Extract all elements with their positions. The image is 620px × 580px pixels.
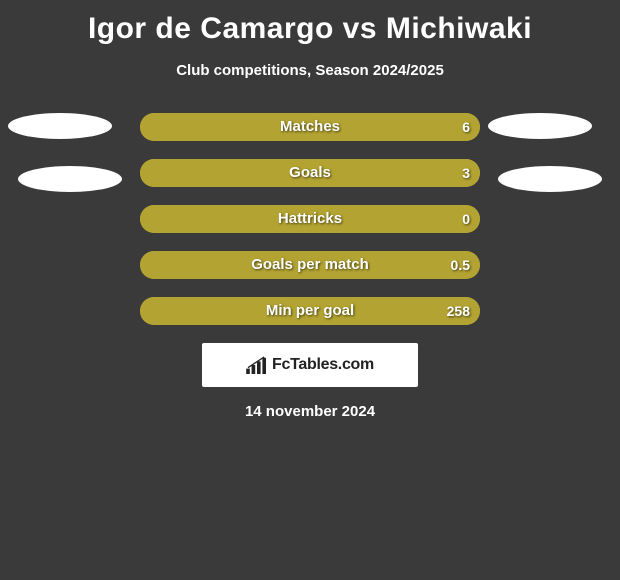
bar-track [140,297,480,325]
bar-track [140,113,480,141]
stat-row: Hattricks 0 [0,205,620,233]
brand-box: FcTables.com [202,343,418,387]
stat-row: Matches 6 [0,113,620,141]
bar-fill [140,159,480,187]
stat-row: Goals 3 [0,159,620,187]
bar-fill [140,297,480,325]
page-title: Igor de Camargo vs Michiwaki [0,0,620,46]
bar-fill [140,251,480,279]
bar-fill [140,113,480,141]
stats-area: Matches 6 Goals 3 Hattricks 0 Goals per … [0,113,620,325]
brand-text: FcTables.com [272,356,374,374]
stat-row: Min per goal 258 [0,297,620,325]
bar-fill [140,205,480,233]
stat-row: Goals per match 0.5 [0,251,620,279]
chart-icon [246,356,268,374]
subtitle: Club competitions, Season 2024/2025 [0,62,620,79]
date-text: 14 november 2024 [0,403,620,420]
bar-track [140,159,480,187]
bar-track [140,251,480,279]
bar-track [140,205,480,233]
